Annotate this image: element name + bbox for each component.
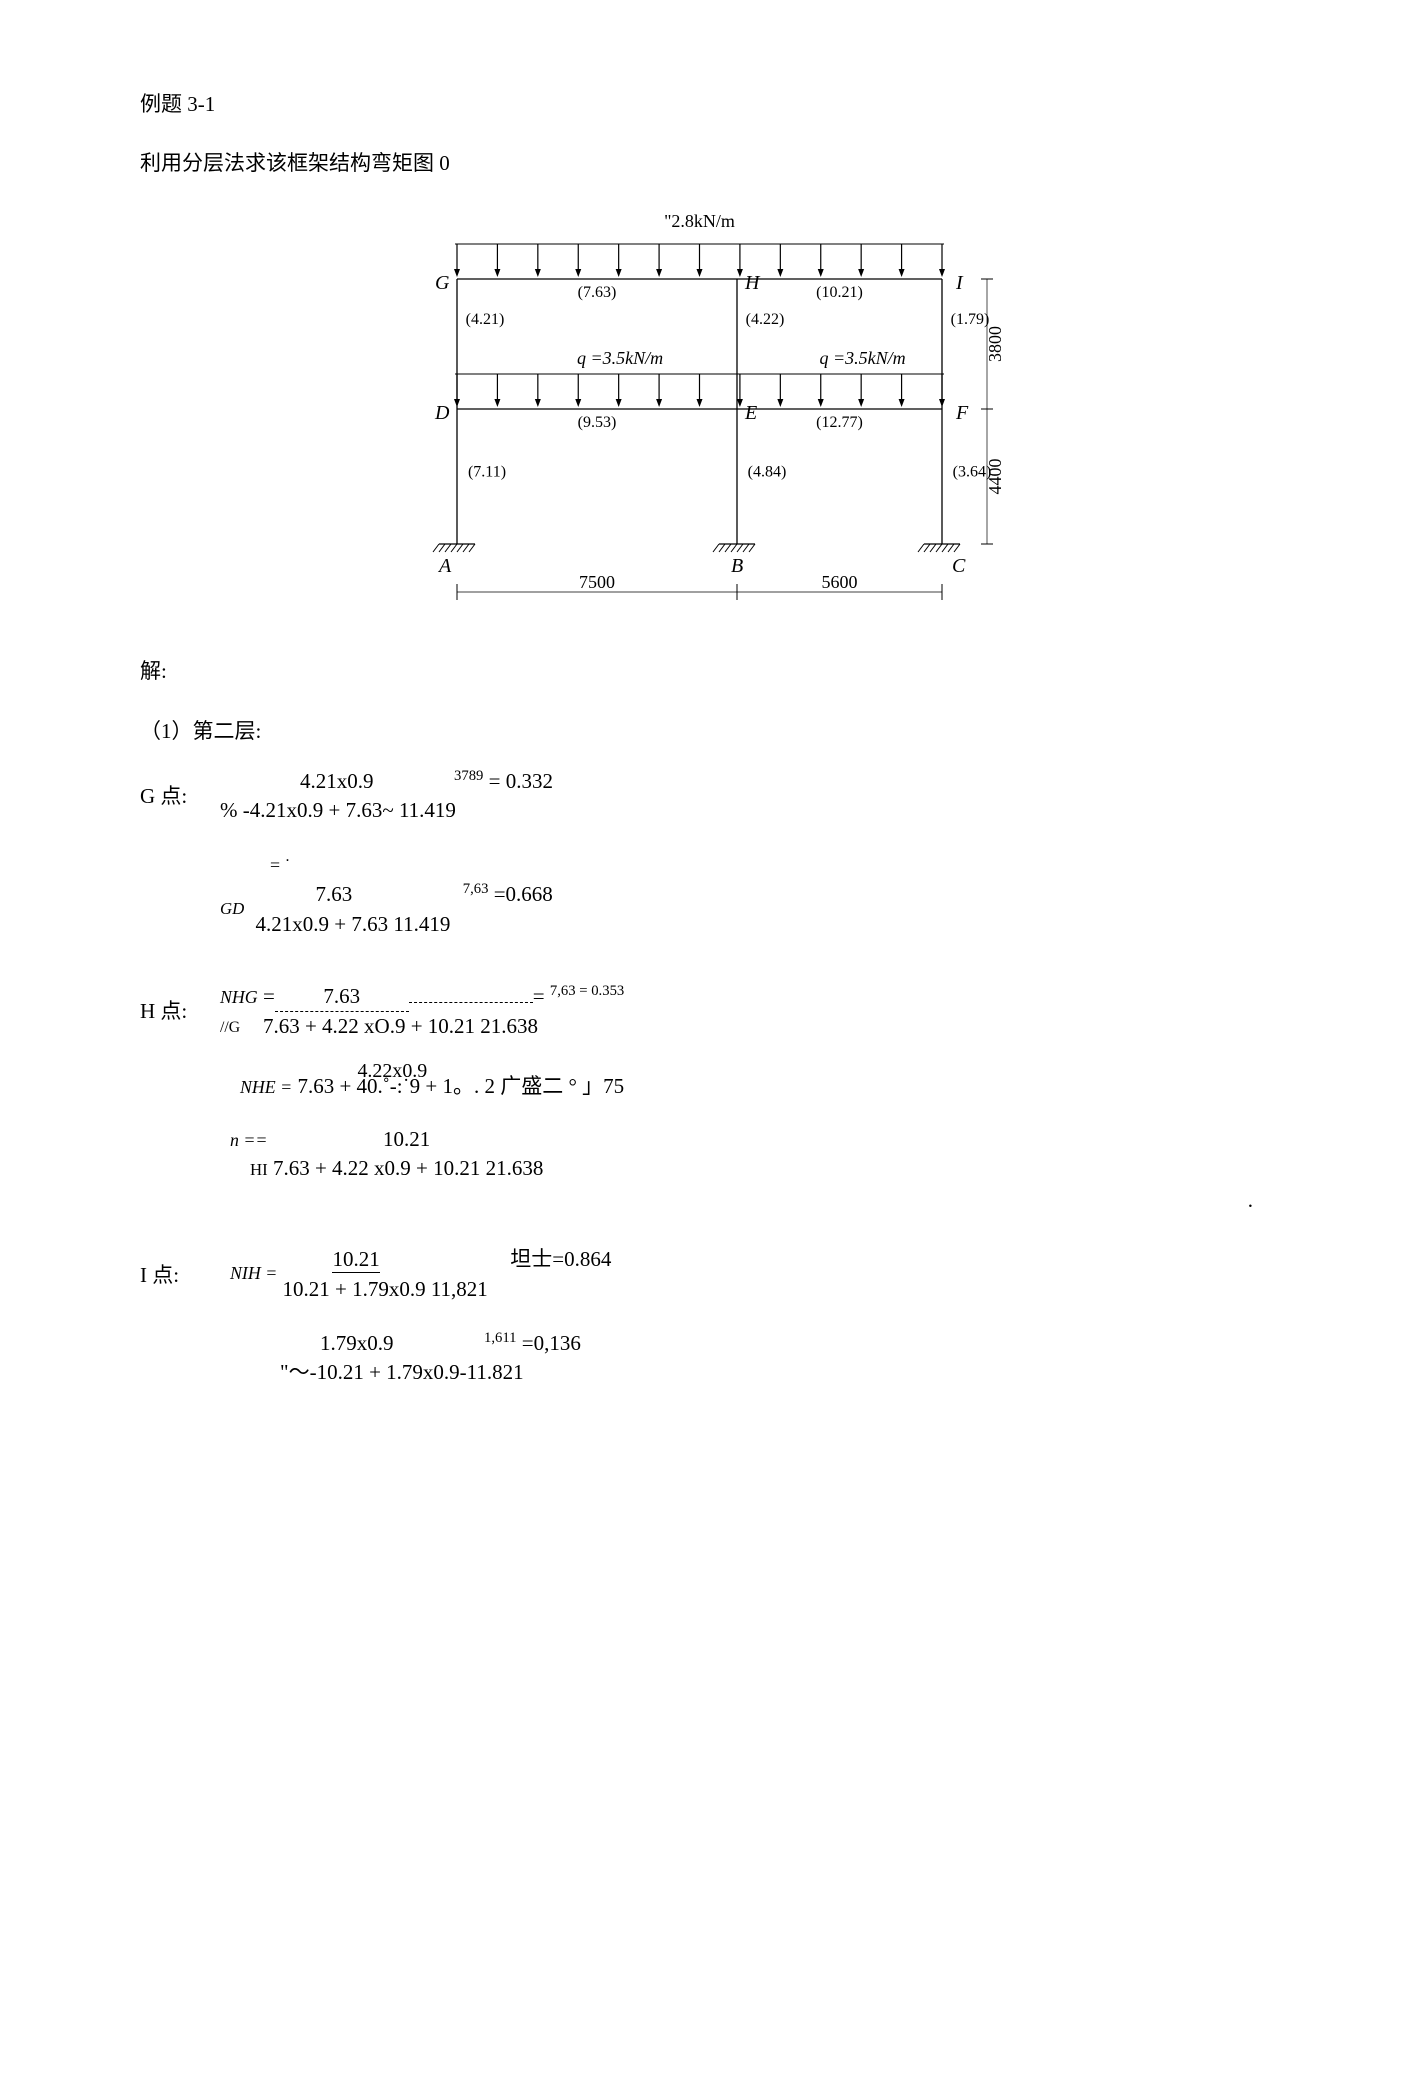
eq-g-r1-sup: 3789 <box>454 768 483 784</box>
eq-i-r1-prefix: NIH = <box>230 1263 277 1283</box>
page-title: 例题 3-1 <box>140 90 1273 119</box>
eq-i-r2-sup: 1,611 <box>484 1330 517 1346</box>
eq-h: H 点: NHG //G =7.63= 7,63 = 0.353 7.63 + … <box>140 981 1273 1208</box>
svg-text:I: I <box>955 272 964 294</box>
eq-h-r1-pbot: //G <box>220 1019 240 1036</box>
eq-g-r2-eqmark: = ˙ <box>270 855 290 875</box>
svg-text:G: G <box>435 272 450 294</box>
eq-h-r1-ptop: NHG <box>220 987 258 1007</box>
svg-text:7500: 7500 <box>579 572 615 592</box>
svg-text:D: D <box>434 402 450 424</box>
svg-text:H: H <box>744 272 761 294</box>
eq-h-r1-pre: = <box>263 984 275 1008</box>
eq-g-r2-top: 7.63 <box>316 882 353 906</box>
svg-text:E: E <box>744 402 757 424</box>
eq-g-r2-bot: 4.21x0.9 + 7.63 11.419 <box>256 910 553 939</box>
eq-h-r1-post: = <box>533 984 545 1008</box>
svg-text:(4.22): (4.22) <box>745 311 784 328</box>
eq-g-r1-top: 4.21x0.9 <box>300 769 374 793</box>
frame-diagram-svg: "2.8kN/m G H I D E F A B Cq =3.5kN/m q =3.5kN/m (7.… <box>397 199 1017 619</box>
eq-h-r2-prefix: NHE = <box>240 1077 292 1097</box>
svg-text:B: B <box>731 555 743 577</box>
eq-h-r1-right: 7,63 = 0.353 <box>550 983 624 999</box>
svg-text:(7.11): (7.11) <box>467 463 505 480</box>
eq-i-r1-bot: 10.21 + 1.79x0.9 11,821 <box>282 1275 611 1304</box>
eq-i-label: I 点: <box>140 1245 220 1290</box>
svg-text:"2.8kN/m: "2.8kN/m <box>664 211 735 231</box>
eq-h-r2-overlay: 4.22x0.9 <box>357 1058 427 1086</box>
svg-text:3800: 3800 <box>985 326 1005 362</box>
eq-h-r3-bot: 7.63 + 4.22 x0.9 + 10.21 21.638 <box>273 1154 543 1183</box>
eq-h-r2-text: 7.63 + 40.˚-:˙9 + 1。. 2 广盛二 ° 」75 <box>297 1074 624 1098</box>
svg-text:5600: 5600 <box>821 572 857 592</box>
eq-i-r2-eq: =0,136 <box>522 1331 581 1355</box>
eq-h-label: H 点: <box>140 981 220 1026</box>
eq-i: I 点: NIH = 10.21 坦士=0.864 10.21 + 1.79x0… <box>140 1245 1273 1412</box>
svg-text:A: A <box>437 555 452 577</box>
eq-g-r2-prefix: GD <box>220 897 244 921</box>
svg-text:4400: 4400 <box>985 458 1005 494</box>
eq-h-r1-bot: 7.63 + 4.22 xO.9 + 10.21 21.638 <box>263 1012 624 1041</box>
svg-text:(4.21): (4.21) <box>465 311 504 328</box>
eq-h-r3-top: 10.21 <box>273 1125 543 1154</box>
svg-text:(9.53): (9.53) <box>577 414 616 431</box>
eq-h-r3-ptop: n == <box>230 1130 267 1150</box>
svg-text:q =3.5kN/m: q =3.5kN/m <box>577 348 663 368</box>
svg-text:(4.84): (4.84) <box>747 463 786 480</box>
svg-text:q =3.5kN/m: q =3.5kN/m <box>819 348 905 368</box>
svg-text:(12.77): (12.77) <box>816 414 863 431</box>
eq-i-r2-top: 1.79x0.9 <box>320 1331 394 1355</box>
eq-g-r1-eq: = 0.332 <box>489 769 553 793</box>
eq-g-label: G 点: <box>140 766 220 811</box>
eq-h-r3-pbot: HI <box>250 1160 268 1179</box>
svg-text:(1.79): (1.79) <box>950 311 989 328</box>
svg-text:F: F <box>955 402 969 424</box>
svg-text:(7.63): (7.63) <box>577 284 616 301</box>
structural-diagram: "2.8kN/m G H I D E F A B Cq =3.5kN/m q =3.5kN/m (7.… <box>140 199 1273 627</box>
eq-h-r1-mid: 7.63 <box>275 982 409 1012</box>
solve-label: 解: <box>140 657 1273 686</box>
svg-text:(10.21): (10.21) <box>816 284 863 301</box>
eq-g-r2-sup: 7,63 <box>463 881 489 897</box>
eq-i-r1-right: 坦士=0.864 <box>510 1247 611 1271</box>
eq-i-r1-top: 10.21 <box>332 1247 379 1273</box>
svg-text:C: C <box>952 555 966 577</box>
eq-g-r2-eq: =0.668 <box>494 882 553 906</box>
eq-i-r2-bot: "〜-10.21 + 1.79x0.9-11.821 <box>280 1358 581 1387</box>
eq-g-r1-bot: % -4.21x0.9 + 7.63~ 11.419 <box>220 796 553 825</box>
section-1-head: （1）第二层: <box>140 717 1273 746</box>
page-subtitle: 利用分层法求该框架结构弯矩图 0 <box>140 149 1273 178</box>
eq-g: G 点: 4.21x0.9 3789 = 0.332 % -4.21x0.9 +… <box>140 766 1273 963</box>
